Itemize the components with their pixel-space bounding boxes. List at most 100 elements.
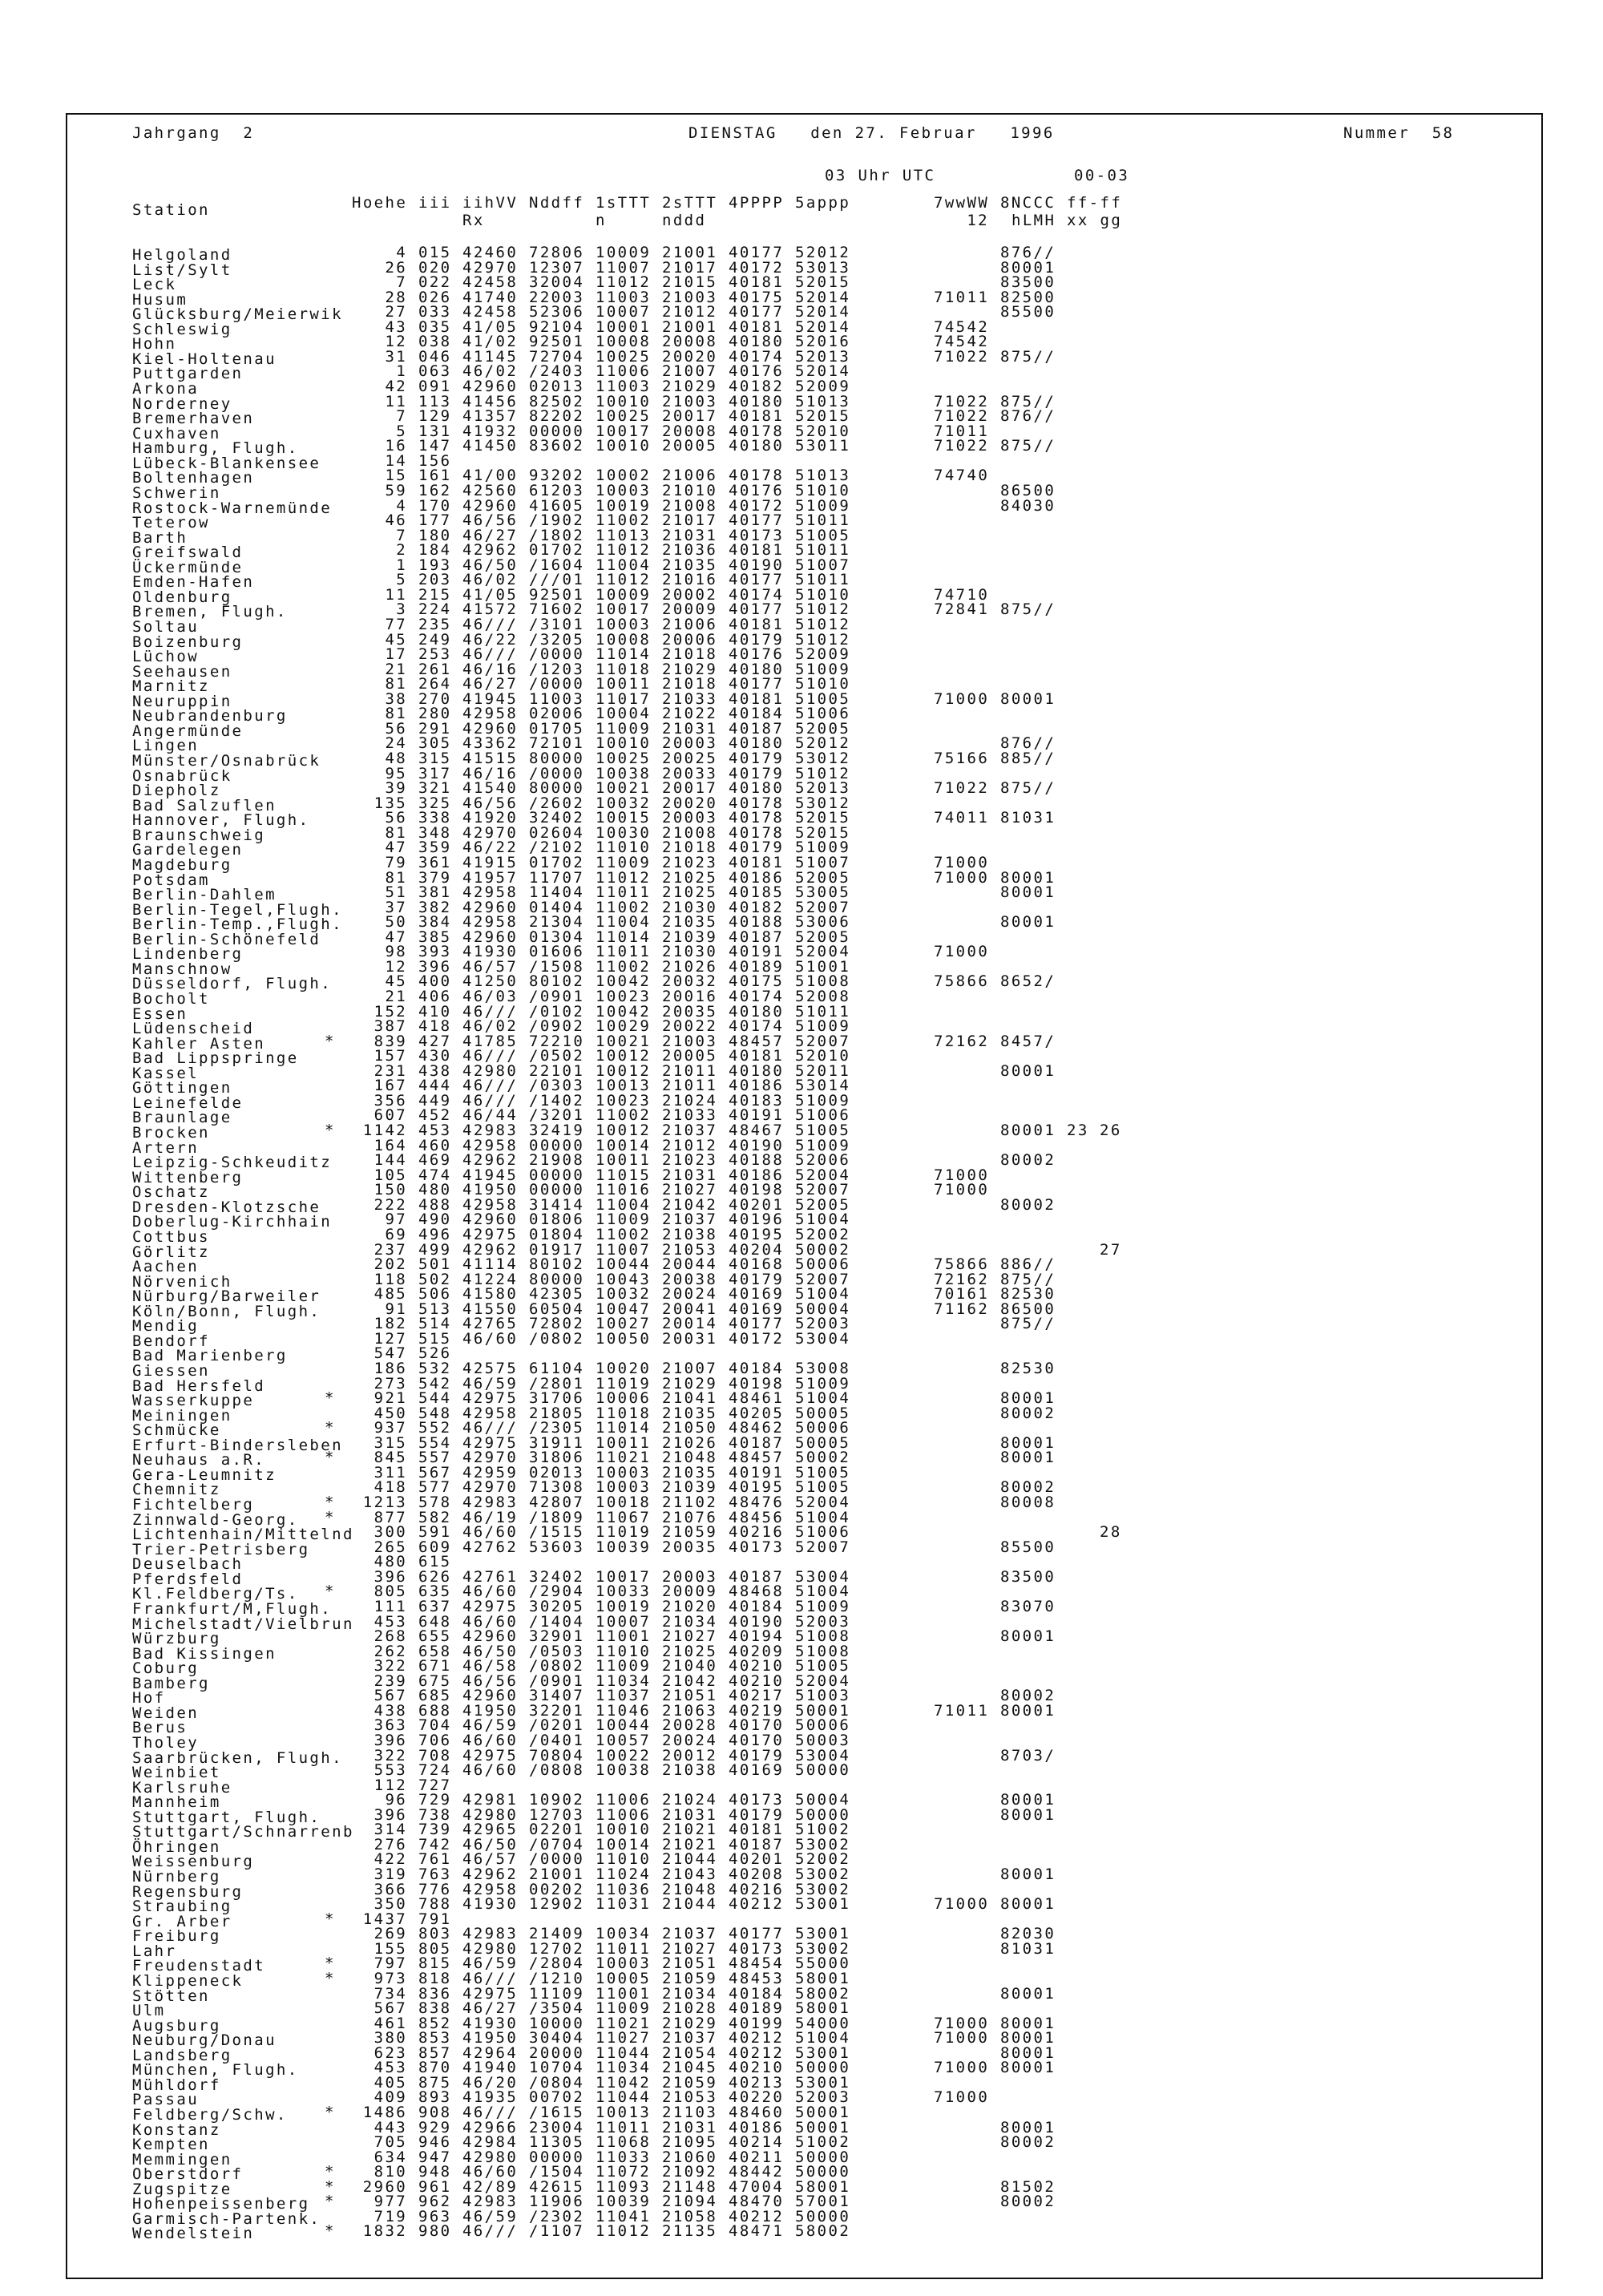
station-name-cell: Lahr [132,1942,177,1960]
1sttt-cell: 11009 [596,1211,652,1229]
5appp-cell: 53014 [795,1077,851,1095]
iihvv-cell: 42980 [462,1939,519,1958]
iii-cell: 609 [418,1538,452,1556]
7wwww-cell: 71000 [934,1181,990,1199]
1sttt-cell: 10020 [596,1360,652,1377]
iihvv-cell: 42960 [462,719,519,738]
5appp-cell: 51012 [795,600,851,619]
4pppp-cell: 40177 [729,571,785,589]
iii-cell: 490 [418,1211,452,1229]
iihvv-cell: 46/16 [462,660,519,678]
1sttt-cell: 10029 [596,1017,652,1036]
4pppp-cell: 40187 [729,1567,785,1586]
table-row: Trier-Petrisberg 265 609 42762 53603 10039 200… [0,1538,1603,1557]
iii-cell: 729 [418,1791,452,1809]
8nccc-cell: 80001 [1000,1389,1056,1408]
iii-cell: 161 [418,467,452,485]
2sttt-cell: 21035 [662,1404,718,1422]
nddff-cell: /1902 [529,511,585,530]
nddff-cell: /0000 [529,1850,585,1869]
nddff-cell: 11707 [529,868,585,887]
8nccc-cell: 80002 [1000,2193,1056,2211]
nddff-cell: 30205 [529,1597,585,1615]
nddff-cell: 61104 [529,1360,585,1377]
station-name-cell: Schmücke [132,1421,221,1440]
nddff-cell: /0804 [529,2073,585,2092]
2sttt-cell: 20033 [662,764,718,782]
5appp-cell: 50003 [795,1732,851,1749]
iii-cell: 526 [418,1344,452,1363]
2sttt-cell: 21029 [662,1374,718,1393]
4pppp-cell: 40180 [729,734,785,753]
station-name-cell: Oschatz [132,1183,210,1202]
2sttt-cell: 21037 [662,1122,718,1140]
iii-cell: 706 [418,1732,452,1749]
station-name-cell: Weinbiet [132,1764,221,1782]
2sttt-cell: 21039 [662,928,718,946]
station-name-cell: Landsberg [132,2046,232,2064]
iii-cell: 480 [418,1181,452,1199]
iii-cell: 908 [418,2104,452,2121]
8nccc-cell: 80001 [1000,2014,1056,2032]
4pppp-cell: 40172 [729,258,785,277]
hoehe-cell: 81 [385,868,408,887]
iii-cell: 162 [418,481,452,499]
4pppp-cell: 40173 [729,1538,785,1556]
header-ff: ff-ff [1067,194,1123,212]
1sttt-cell: 10003 [596,1478,652,1497]
1sttt-cell: 10015 [596,809,652,827]
nddff-cell: 02201 [529,1821,585,1839]
4pppp-cell: 40178 [729,422,785,440]
4pppp-cell: 40181 [729,273,785,292]
4pppp-cell: 40191 [729,1106,785,1125]
5appp-cell: 50001 [795,2118,851,2136]
1sttt-cell: 10003 [596,1463,652,1481]
observation-time: 03 Uhr UTC [825,167,936,184]
iihvv-cell: 41950 [462,1701,519,1720]
nddff-cell: 10000 [529,2014,585,2032]
table-row: Angermünde 56 291 42960 01705 11009 21031 40187… [0,719,1603,738]
2sttt-cell: 21031 [662,2118,718,2136]
nddff-cell: 60504 [529,1300,585,1318]
table-row: Oberstdorf * 810 948 46/60/1504 11072 21092 484… [0,2165,1603,2182]
1sttt-cell: 10042 [596,1002,652,1021]
iii-cell: 406 [418,988,452,1005]
iihvv-cell: 46/// [462,616,519,633]
4pppp-cell: 40208 [729,1866,785,1884]
2sttt-cell: 21040 [662,1657,718,1676]
station-name-cell: Berlin-Dahlem [132,886,277,904]
1sttt-cell: 10019 [596,496,652,515]
header-2sttt: 2sTTT [662,194,718,212]
station-name-cell: Erfurt-Bindersleben [132,1436,343,1454]
station-name-cell: Lübeck-Blankensee [132,454,321,472]
8nccc-cell: 80001 [1000,1701,1056,1720]
2sttt-cell: 21042 [662,1671,718,1690]
hoehe-cell: 202 [373,1255,408,1274]
iihvv-cell: 42962 [462,1866,519,1884]
table-row: München, Flugh. 453 870 41940 10704 11034 2104… [0,2059,1603,2078]
iihvv-cell: 41940 [462,2059,519,2077]
7wwww-cell: 71000 [934,2059,990,2077]
1sttt-cell: 10038 [596,764,652,782]
1sttt-cell: 10027 [596,1315,652,1333]
2sttt-cell: 21008 [662,823,718,842]
hoehe-cell: 839 [373,1032,408,1050]
table-row: Barth 7 180 46/27/1802 11013 21031 40173 51005 [0,528,1603,545]
2sttt-cell: 20024 [662,1732,718,1749]
iihvv-cell: 46/// [462,1047,519,1065]
8nccc-cell: 86500 [1000,1300,1056,1318]
5appp-cell: 53012 [795,750,851,768]
1sttt-cell: 10008 [596,333,652,351]
1sttt-cell: 11006 [596,1791,652,1809]
mountain-marker-cell: * [325,2222,336,2241]
nddff-cell: /2602 [529,794,585,812]
table-row: Arkona 42 091 42960 02013 11003 21029 40182 5200… [0,379,1603,397]
nddff-cell: 72802 [529,1315,585,1333]
station-name-cell: Magdeburg [132,855,232,874]
station-name-cell: Saarbrücken, Flugh. [132,1748,343,1767]
2sttt-cell: 21035 [662,913,718,932]
iihvv-cell: 42958 [462,1195,519,1214]
1sttt-cell: 11002 [596,1106,652,1125]
2sttt-cell: 21003 [662,392,718,410]
8nccc-cell: 876// [1000,407,1056,426]
